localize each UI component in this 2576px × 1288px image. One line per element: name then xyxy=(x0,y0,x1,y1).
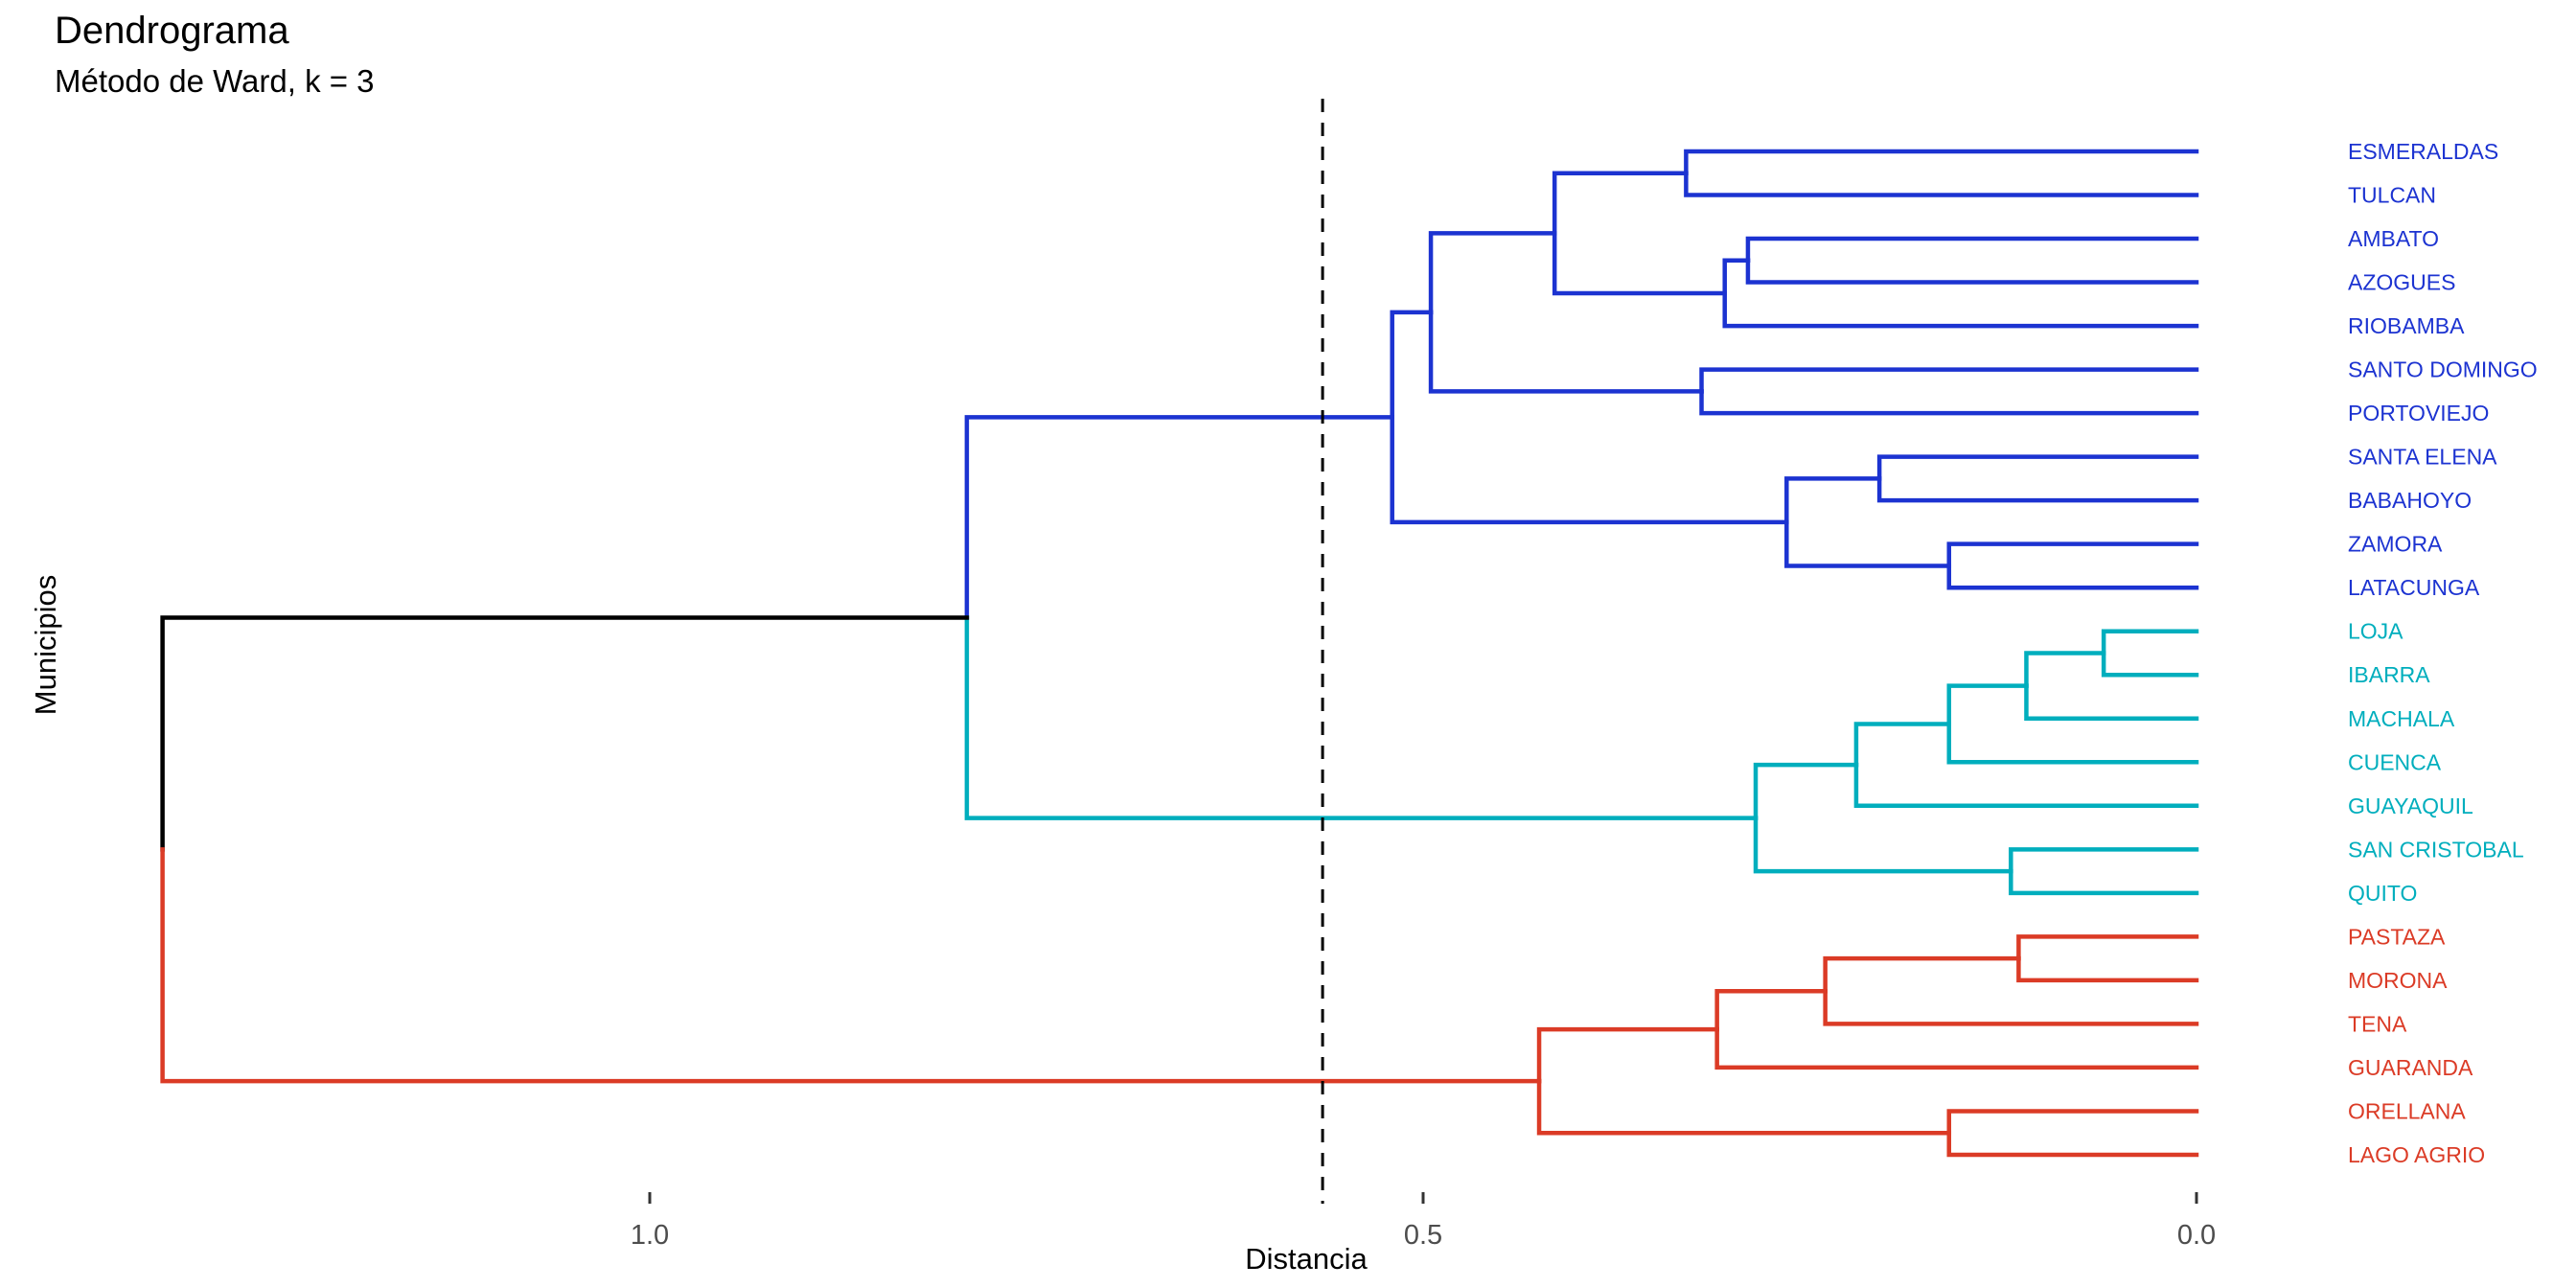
dendrogram-segment xyxy=(160,847,1542,1084)
leaf-label: QUITO xyxy=(2348,881,2417,906)
leaf-label: GUAYAQUIL xyxy=(2348,794,2473,818)
chart-subtitle: Método de Ward, k = 3 xyxy=(55,63,375,99)
leaf-label: SANTA ELENA xyxy=(2348,445,2497,470)
dendrogram-segment xyxy=(1699,389,2199,416)
dendrogram-segment xyxy=(2101,651,2199,678)
dendrogram-segment xyxy=(1552,171,1689,236)
dendrogram-segment xyxy=(964,615,1759,820)
leaf-label: CUENCA xyxy=(2348,749,2442,774)
dendrogram-segment xyxy=(1390,310,1434,420)
leaf-label: RIOBAMBA xyxy=(2348,313,2465,338)
dendrogram-segment xyxy=(2009,847,2199,874)
x-axis-tick-label: 1.0 xyxy=(631,1220,669,1251)
leaf-label: PASTAZA xyxy=(2348,924,2446,949)
dendrogram-segment xyxy=(2009,868,2199,896)
chart-title: Dendrograma xyxy=(55,10,289,52)
leaf-label: MACHALA xyxy=(2348,706,2455,731)
x-axis-title: Distancia xyxy=(1245,1242,1368,1276)
leaf-label: GUARANDA xyxy=(2348,1055,2473,1080)
dendrogram-segment xyxy=(1722,290,2199,329)
dendrogram-segment xyxy=(160,615,970,852)
leaf-label: ORELLANA xyxy=(2348,1098,2466,1123)
dendrogram-segment xyxy=(1876,454,2199,481)
leaf-label: MORONA xyxy=(2348,968,2448,993)
dendrogram-segment xyxy=(1722,258,1751,296)
leaf-label: ESMERALDAS xyxy=(2348,139,2498,164)
dendrogram-segment xyxy=(1946,564,2199,590)
dendrogram-segment xyxy=(2024,651,2106,688)
leaf-label: PORTOVIEJO xyxy=(2348,401,2489,426)
leaf-label: LAGO AGRIO xyxy=(2348,1142,2485,1167)
leaf-label: SANTO DOMINGO xyxy=(2348,357,2538,382)
leaf-label: SAN CRISTOBAL xyxy=(2348,837,2524,862)
dendrogram-segment xyxy=(1853,762,2199,809)
dendrogram-segment xyxy=(1946,1130,2199,1158)
dendrogram-segment xyxy=(1536,1078,1952,1136)
x-axis-tick-label: 0.0 xyxy=(2177,1220,2216,1251)
leaf-label: IBARRA xyxy=(2348,662,2430,687)
dendrogram-segment xyxy=(1876,476,2199,503)
dendrogram-segment xyxy=(1753,816,2013,874)
dendrogram-segment xyxy=(1745,258,2199,285)
dendrogram-segment xyxy=(1853,722,1952,768)
dendrogram-segment xyxy=(2016,955,2199,983)
x-axis-tick-label: 0.5 xyxy=(1404,1220,1442,1251)
dendrogram-segment xyxy=(1552,231,1727,296)
dendrogram-segment xyxy=(1946,1109,2199,1136)
leaf-label: BABAHOYO xyxy=(2348,488,2472,513)
dendrogram-segment xyxy=(1684,149,2199,176)
dendrogram-segment xyxy=(1823,989,2199,1026)
leaf-label: LOJA xyxy=(2348,619,2404,644)
dendrogram-segment xyxy=(1946,683,2029,726)
dendrogram-segment xyxy=(1946,722,2199,765)
dendrogram-segment xyxy=(1784,476,1882,525)
dendrogram-segment xyxy=(1536,1026,1719,1084)
dendrogram-segment xyxy=(2024,683,2199,722)
leaf-label: LATACUNGA xyxy=(2348,575,2480,600)
leaf-label: AZOGUES xyxy=(2348,270,2455,295)
dendrogram-segment xyxy=(964,415,1394,620)
dendrogram-segment xyxy=(1428,231,1557,315)
dendrogram-segment xyxy=(1699,367,2199,394)
dendrogram-segment xyxy=(1684,171,2199,197)
dendrogram-segment xyxy=(2016,934,2199,961)
dendrogram-segment xyxy=(1823,955,2021,994)
dendrogram-segment xyxy=(1428,310,1704,394)
leaf-label: TENA xyxy=(2348,1011,2407,1036)
dendrogram-segment xyxy=(1946,541,2199,568)
dendrogram-segment xyxy=(1714,1026,2199,1070)
dendrogram-segment xyxy=(1714,989,1828,1032)
dendrogram-segment xyxy=(1390,415,1789,525)
leaf-label: AMBATO xyxy=(2348,226,2439,251)
dendrogram-segment xyxy=(1753,762,1859,820)
dendrogram-segment xyxy=(1784,519,1952,568)
leaf-label: ZAMORA xyxy=(2348,532,2443,557)
dendrogram-segment xyxy=(2101,629,2199,656)
leaf-label: TULCAN xyxy=(2348,183,2436,208)
dendrogram-segment xyxy=(1745,236,2199,264)
